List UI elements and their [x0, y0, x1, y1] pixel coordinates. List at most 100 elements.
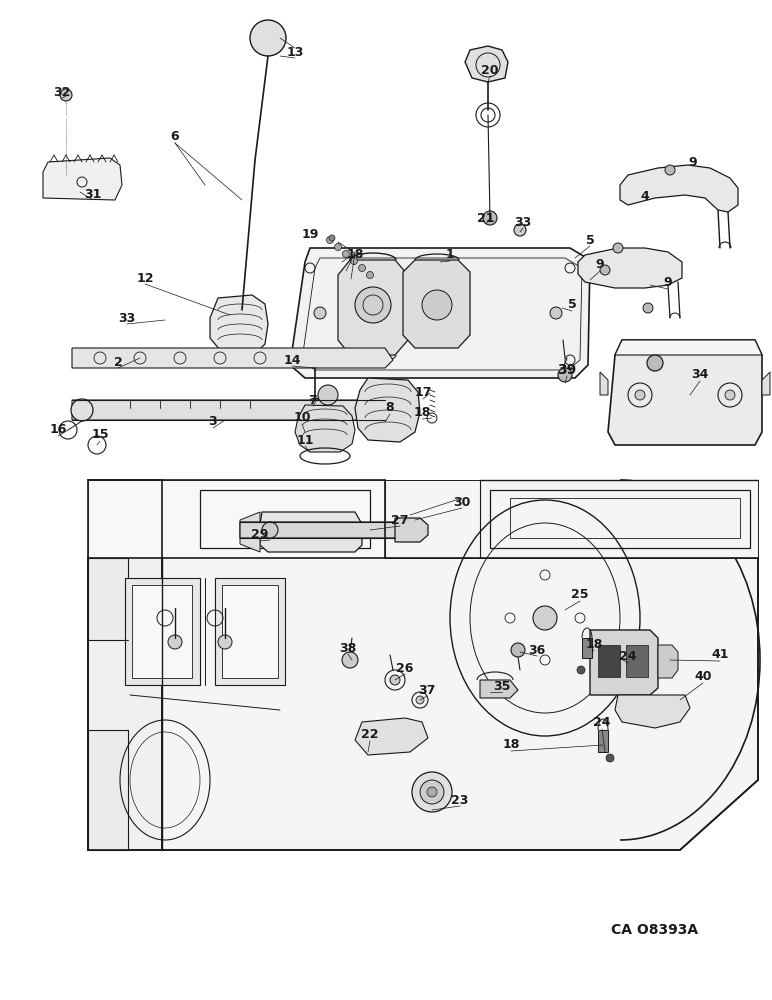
Polygon shape	[240, 522, 400, 538]
Polygon shape	[480, 680, 518, 698]
Text: 11: 11	[296, 434, 313, 446]
Text: 13: 13	[286, 45, 303, 58]
Ellipse shape	[314, 307, 326, 319]
Ellipse shape	[514, 224, 526, 236]
Text: 9: 9	[689, 156, 697, 169]
Text: 41: 41	[711, 648, 729, 662]
Ellipse shape	[577, 666, 585, 674]
Text: 25: 25	[571, 588, 589, 601]
Bar	[222, 585, 278, 678]
Polygon shape	[615, 340, 762, 355]
Text: 12: 12	[136, 271, 154, 284]
Text: 39: 39	[557, 363, 577, 377]
Ellipse shape	[318, 385, 338, 405]
Ellipse shape	[420, 780, 444, 804]
Ellipse shape	[427, 787, 437, 797]
Ellipse shape	[71, 399, 93, 421]
Ellipse shape	[647, 355, 663, 371]
Text: 26: 26	[396, 662, 414, 675]
Text: 9: 9	[664, 276, 672, 289]
Polygon shape	[615, 695, 690, 728]
Ellipse shape	[343, 250, 350, 257]
Polygon shape	[658, 645, 678, 678]
Text: 10: 10	[293, 411, 311, 424]
Polygon shape	[240, 512, 260, 552]
Text: 18: 18	[585, 639, 603, 652]
Text: 30: 30	[453, 495, 471, 508]
Ellipse shape	[483, 211, 497, 225]
Polygon shape	[43, 158, 122, 200]
Text: 21: 21	[477, 212, 495, 225]
Ellipse shape	[342, 652, 358, 668]
Text: 18: 18	[347, 248, 364, 261]
Text: 16: 16	[49, 423, 66, 436]
Ellipse shape	[329, 235, 335, 241]
Ellipse shape	[327, 236, 334, 243]
Ellipse shape	[725, 390, 735, 400]
Polygon shape	[88, 480, 385, 558]
Ellipse shape	[60, 89, 72, 101]
Text: 33: 33	[514, 216, 532, 229]
Text: 5: 5	[586, 233, 594, 246]
Text: 40: 40	[694, 671, 712, 684]
Text: 6: 6	[171, 130, 179, 143]
Ellipse shape	[533, 606, 557, 630]
Polygon shape	[600, 372, 608, 395]
Ellipse shape	[168, 635, 182, 649]
Text: 24: 24	[619, 650, 637, 664]
Ellipse shape	[234, 302, 250, 318]
Ellipse shape	[308, 398, 322, 412]
Text: CA O8393A: CA O8393A	[611, 923, 699, 937]
Ellipse shape	[606, 754, 614, 762]
Text: 18: 18	[503, 738, 520, 752]
Text: 32: 32	[53, 86, 71, 99]
Ellipse shape	[643, 303, 653, 313]
Polygon shape	[295, 405, 355, 452]
Polygon shape	[395, 518, 428, 542]
Bar	[132, 585, 192, 678]
Polygon shape	[88, 730, 128, 850]
Polygon shape	[385, 480, 758, 558]
Text: 18: 18	[413, 406, 431, 420]
Ellipse shape	[302, 524, 314, 536]
Polygon shape	[578, 248, 682, 288]
Polygon shape	[620, 165, 738, 212]
Polygon shape	[88, 558, 162, 850]
Text: 27: 27	[391, 514, 408, 526]
Polygon shape	[582, 638, 592, 658]
Bar	[626, 645, 648, 677]
Ellipse shape	[358, 264, 365, 271]
Text: 7: 7	[309, 393, 317, 406]
Ellipse shape	[665, 165, 675, 175]
Text: 8: 8	[386, 401, 394, 414]
Text: 9: 9	[596, 258, 604, 271]
Bar	[598, 645, 620, 677]
Text: 3: 3	[208, 415, 217, 428]
Ellipse shape	[511, 643, 525, 657]
Text: 37: 37	[418, 684, 435, 696]
Text: 23: 23	[452, 794, 469, 806]
Ellipse shape	[550, 307, 562, 319]
Polygon shape	[260, 512, 362, 552]
Polygon shape	[290, 248, 590, 378]
Polygon shape	[762, 372, 770, 395]
Ellipse shape	[355, 287, 391, 323]
Text: 38: 38	[340, 642, 357, 654]
Polygon shape	[355, 378, 420, 442]
Polygon shape	[215, 578, 285, 685]
Text: 22: 22	[361, 728, 379, 742]
Text: 19: 19	[301, 229, 319, 241]
Polygon shape	[72, 348, 393, 368]
Ellipse shape	[250, 20, 286, 56]
Polygon shape	[88, 558, 128, 640]
Polygon shape	[465, 46, 508, 82]
Ellipse shape	[367, 271, 374, 278]
Ellipse shape	[218, 635, 232, 649]
Text: 4: 4	[641, 190, 649, 202]
Ellipse shape	[390, 675, 400, 685]
Ellipse shape	[600, 265, 610, 275]
Text: 31: 31	[84, 188, 102, 200]
Polygon shape	[72, 400, 393, 420]
Text: 35: 35	[493, 680, 511, 693]
Text: 20: 20	[481, 64, 499, 77]
